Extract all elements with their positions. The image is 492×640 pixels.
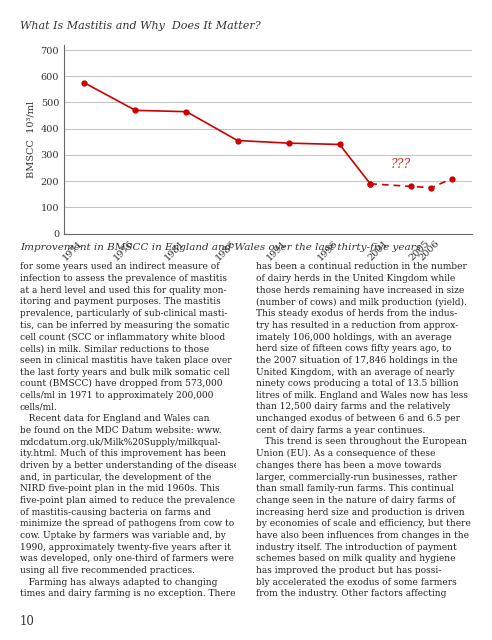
Y-axis label: BMSCC  10³/ml: BMSCC 10³/ml	[26, 100, 35, 178]
Text: has been a continual reduction in the number
of dairy herds in the United Kingdo: has been a continual reduction in the nu…	[256, 262, 471, 598]
Text: What Is Mastitis and Why  Does It Matter?: What Is Mastitis and Why Does It Matter?	[20, 21, 260, 31]
Text: 10: 10	[20, 615, 34, 628]
Text: ???: ???	[391, 157, 411, 171]
Text: for some years used an indirect measure of
infection to assess the prevalence of: for some years used an indirect measure …	[20, 262, 239, 598]
Text: Improvement in BMSCC in England and Wales over the last thirty-five years.: Improvement in BMSCC in England and Wale…	[20, 243, 424, 252]
